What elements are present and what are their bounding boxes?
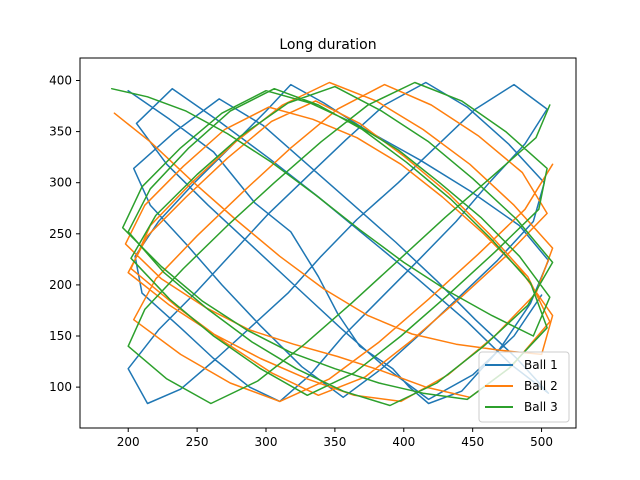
y-axis-ticks: 100 150 200 250 300 350 400 bbox=[49, 73, 80, 394]
y-tick-label: 350 bbox=[49, 125, 72, 139]
legend: Ball 1 Ball 2 Ball 3 bbox=[478, 351, 570, 423]
series-line-ball-1 bbox=[127, 81, 550, 405]
x-tick-label: 200 bbox=[117, 435, 140, 449]
plot-lines bbox=[110, 81, 554, 407]
x-tick-label: 350 bbox=[323, 435, 346, 449]
x-axis-ticks: 200 250 300 350 400 450 500 bbox=[117, 428, 553, 449]
y-tick-label: 400 bbox=[49, 73, 72, 87]
y-tick-label: 300 bbox=[49, 176, 72, 190]
series-line-ball-3 bbox=[110, 81, 554, 407]
y-tick-label: 200 bbox=[49, 278, 72, 292]
x-tick-label: 500 bbox=[530, 435, 553, 449]
y-tick-label: 100 bbox=[49, 380, 72, 394]
x-tick-label: 300 bbox=[255, 435, 278, 449]
legend-label: Ball 2 bbox=[524, 379, 558, 393]
x-tick-label: 250 bbox=[186, 435, 209, 449]
legend-label: Ball 3 bbox=[524, 400, 558, 414]
series-line-ball-2 bbox=[113, 81, 554, 403]
legend-box bbox=[478, 351, 570, 423]
x-tick-label: 400 bbox=[392, 435, 415, 449]
y-tick-label: 150 bbox=[49, 329, 72, 343]
legend-label: Ball 1 bbox=[524, 358, 558, 372]
axes-frame bbox=[79, 57, 577, 429]
y-tick-label: 250 bbox=[49, 227, 72, 241]
chart-title: Long duration bbox=[279, 37, 376, 53]
x-tick-label: 450 bbox=[461, 435, 484, 449]
